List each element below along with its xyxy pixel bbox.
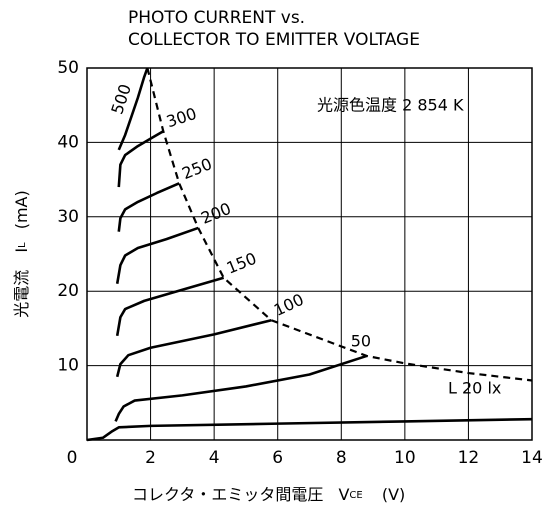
- curve: [117, 130, 164, 188]
- x-tick-label: 6: [272, 448, 283, 468]
- curve: [117, 67, 149, 151]
- x-label-main: コレクタ・エミッタ間電圧: [132, 485, 323, 504]
- curve: [86, 417, 533, 442]
- x-label-symbol: V: [338, 485, 349, 504]
- series-label: 50: [351, 331, 371, 350]
- x-tick-label: 4: [209, 448, 220, 468]
- series-label: 200: [198, 199, 233, 228]
- y-label-subscript: L: [17, 242, 28, 248]
- series-label: 500: [107, 82, 135, 117]
- y-tick-label: 50: [57, 58, 79, 78]
- curve: [115, 318, 272, 378]
- series-label: 100: [271, 290, 307, 320]
- y-tick-label: 30: [57, 207, 79, 227]
- series-label: 250: [179, 154, 214, 183]
- series-label: 300: [164, 104, 199, 132]
- y-tick-label: 40: [57, 132, 79, 152]
- y-axis-label: 光電流 IL (mA): [12, 190, 31, 318]
- curve: [146, 67, 533, 382]
- y-label-unit: (mA): [12, 190, 31, 229]
- x-tick-label: 12: [458, 448, 480, 468]
- curve: [117, 182, 180, 232]
- annotation: 光源色温度 2 854 K: [317, 96, 464, 115]
- series-label: L 20 lx: [448, 379, 501, 398]
- y-tick-label: 10: [57, 356, 79, 376]
- x-tick-label: 14: [521, 448, 543, 468]
- x-axis-label: コレクタ・エミッタ間電圧 VCE (V): [132, 485, 405, 504]
- curve: [115, 226, 199, 284]
- x-tick-label: 10: [394, 448, 416, 468]
- x-label-unit: (V): [382, 485, 405, 504]
- chart-title: COLLECTOR TO EMITTER VOLTAGE: [128, 30, 420, 50]
- x-tick-label: 8: [336, 448, 347, 468]
- curve: [114, 354, 368, 422]
- y-tick-label: 20: [57, 281, 79, 301]
- y-label-main: 光電流: [12, 270, 31, 318]
- series-label: 150: [224, 249, 259, 278]
- curve: [115, 276, 225, 337]
- x-label-subscript: CE: [349, 490, 362, 501]
- y-label-symbol: I: [12, 248, 31, 253]
- x-tick-label: 0: [67, 448, 78, 468]
- plot-frame: [86, 67, 533, 441]
- x-tick-label: 2: [145, 448, 156, 468]
- chart-title: PHOTO CURRENT vs.: [128, 8, 305, 28]
